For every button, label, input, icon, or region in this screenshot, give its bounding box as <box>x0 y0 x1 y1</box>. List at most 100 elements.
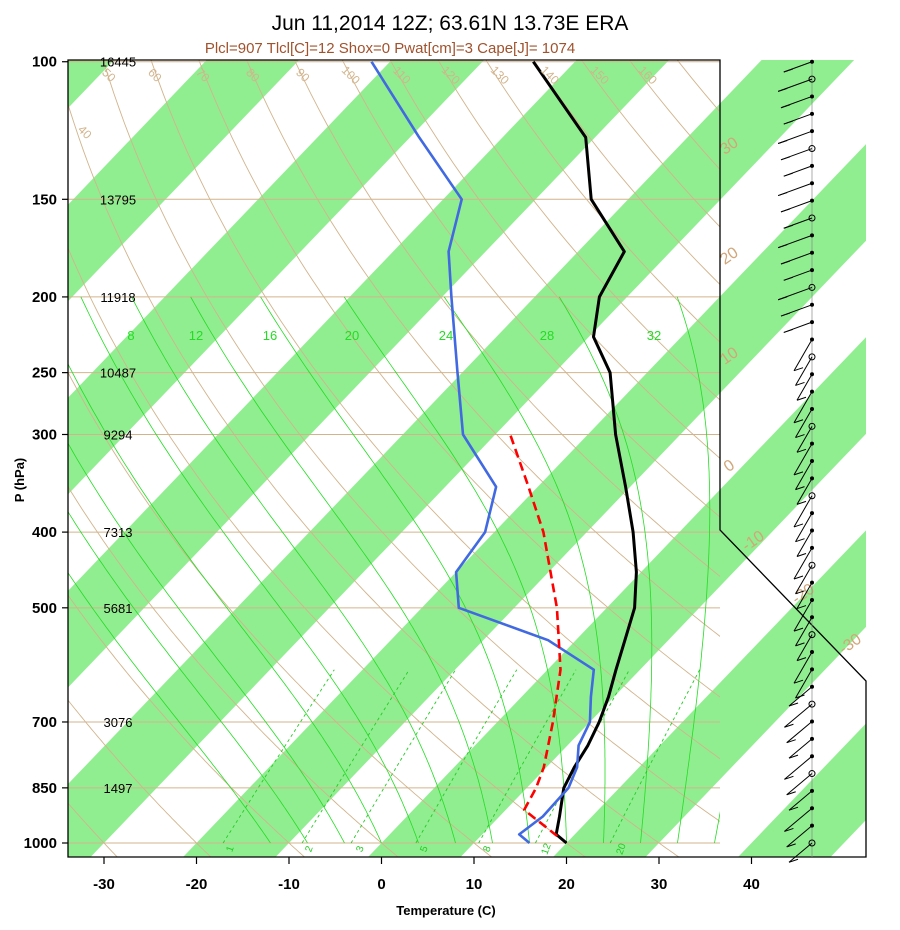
dry-adiabat <box>341 60 720 518</box>
y-tick-label: 250 <box>32 365 57 382</box>
temperature-band <box>720 60 855 200</box>
wind-barb <box>784 807 813 832</box>
wind-barb <box>796 634 813 661</box>
mixing-ratio-line <box>609 669 701 844</box>
wind-barb <box>788 842 813 863</box>
wind-station-marker <box>808 353 816 361</box>
dry-adiabat <box>246 60 720 637</box>
wind-barb <box>796 373 813 401</box>
wind-barb-flag <box>795 434 805 439</box>
dry-adiabat <box>68 594 306 857</box>
wind-barb <box>795 408 813 438</box>
wind-barb-flag <box>780 208 791 213</box>
wind-station-marker <box>810 684 814 689</box>
wind-barb <box>784 703 813 728</box>
wind-barb-flag <box>783 120 793 125</box>
wind-barb <box>793 443 813 476</box>
wind-barb <box>788 738 813 759</box>
height-label: 11918 <box>100 290 135 305</box>
parcel-profile <box>508 434 562 838</box>
wind-station-marker <box>810 441 814 446</box>
mixing-ratio-label: 2 <box>304 844 316 853</box>
wind-barb-flag <box>795 486 805 491</box>
adiabat-label: 40 <box>75 122 95 142</box>
moist-adiabat-label: 8 <box>127 328 134 343</box>
moist-adiabats <box>68 296 720 844</box>
wind-barb-flag <box>795 642 805 647</box>
wind-barb <box>795 356 813 386</box>
wind-barb-flag <box>788 858 799 863</box>
moist-adiabat <box>190 296 493 844</box>
wind-barb <box>795 512 813 542</box>
temperature-bands <box>68 60 720 857</box>
wind-barb-flag <box>783 172 793 177</box>
mixing-ratio-label: 12 <box>540 842 554 857</box>
wind-station-marker <box>810 806 814 811</box>
mixing-ratio-line <box>301 669 410 844</box>
wind-barb <box>793 339 813 371</box>
dry-adiabat <box>68 699 212 857</box>
temperature-profile <box>532 60 638 845</box>
wind-station-marker <box>810 198 814 203</box>
wind-station-marker <box>810 268 814 273</box>
adiabat-label: 130 <box>488 63 512 87</box>
mixing-ratio-label: 1 <box>225 844 237 853</box>
wind-barb <box>796 530 813 557</box>
wind-station-marker <box>810 823 814 828</box>
wind-barb-flag <box>783 276 793 281</box>
wind-barb-flag <box>793 575 804 580</box>
y-tick-label: 300 <box>32 426 57 443</box>
dry-adiabat <box>68 371 493 857</box>
wind-station-marker <box>810 528 814 533</box>
x-tick-label: -30 <box>93 876 115 893</box>
wind-barb <box>796 426 813 453</box>
height-label: 10487 <box>100 366 136 381</box>
wind-station-marker <box>810 94 814 99</box>
wind-barb-flag <box>784 827 794 832</box>
y-tick-label: 400 <box>32 524 57 541</box>
wind-station-marker <box>810 667 814 672</box>
height-label: 9294 <box>104 427 133 442</box>
temperature-band <box>738 723 866 857</box>
wind-barb-flag <box>796 396 807 401</box>
wind-barb <box>795 669 813 699</box>
adiabat-label: 60 <box>145 65 165 85</box>
wind-barb-flag <box>783 224 793 229</box>
x-tick-label: 20 <box>558 876 575 893</box>
wind-station-marker <box>810 476 814 481</box>
wind-station-marker <box>810 372 814 377</box>
wind-station-marker <box>810 389 814 394</box>
y-tick-label: 850 <box>32 780 57 797</box>
wind-barb-flag <box>793 419 804 424</box>
y-tick-label: 500 <box>32 600 57 617</box>
wind-barb-flag <box>788 754 799 759</box>
wind-station-marker <box>810 302 814 307</box>
wind-barb-flag <box>793 523 804 528</box>
adiabat-label: 100 <box>339 63 363 87</box>
wind-station-marker <box>808 700 816 708</box>
chart-title: Jun 11,2014 12Z; 63.61N 13.73E ERA <box>272 12 629 35</box>
wind-barb-flag <box>793 679 804 684</box>
wind-station-marker <box>810 736 814 741</box>
moist-adiabat-label: 16 <box>263 328 277 343</box>
wind-barb-flag <box>788 806 799 811</box>
wind-barb-flag <box>783 328 793 333</box>
wind-barb-flag <box>784 723 794 728</box>
plot-frame <box>67 59 867 858</box>
x-tick-label: -20 <box>186 876 208 893</box>
temperature-band <box>68 60 115 109</box>
wind-barb-flag <box>780 156 791 161</box>
moist-adiabat-label: 32 <box>647 328 661 343</box>
wind-barb-flag <box>780 260 791 265</box>
wind-barb-flag <box>786 739 796 744</box>
moist-adiabat <box>80 296 419 844</box>
wind-barb-flag <box>780 312 791 317</box>
wind-station-marker <box>810 337 814 342</box>
mixing-ratio-line <box>222 669 335 844</box>
temperature-band <box>553 682 720 857</box>
moist-adiabat <box>260 296 530 844</box>
wind-station-marker <box>810 129 814 134</box>
wind-barb <box>793 547 813 580</box>
wind-station-marker <box>810 580 814 585</box>
y-tick-label: 700 <box>32 714 57 731</box>
